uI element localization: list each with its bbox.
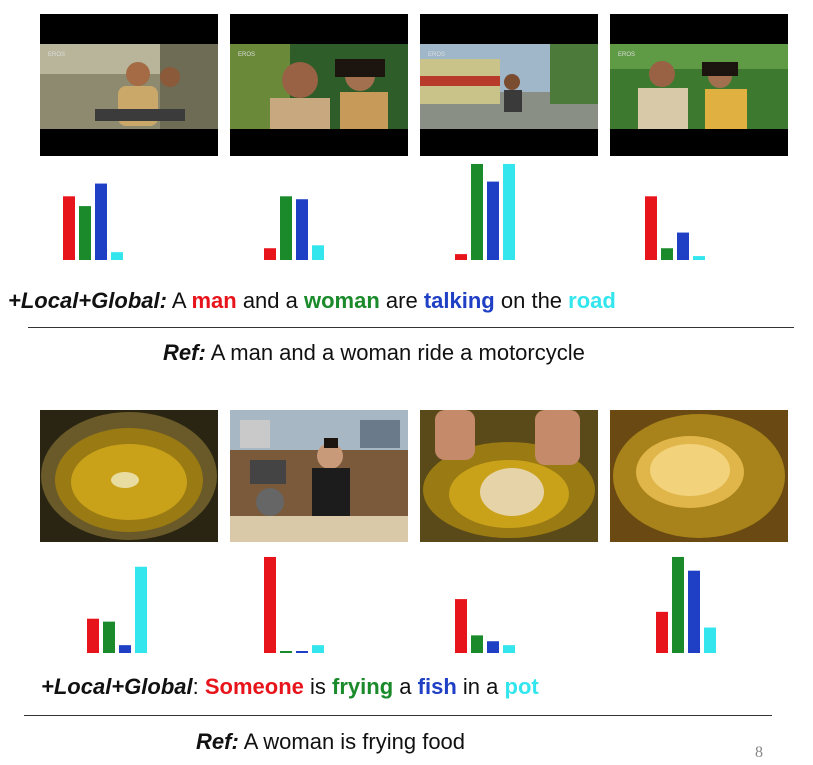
bar-chart-6 — [264, 556, 324, 653]
caption-word-highlight: fish — [417, 674, 457, 699]
ref-label: Ref: — [196, 729, 239, 754]
bar-chart-1 — [63, 183, 123, 260]
motorcycle-frame-1: EROS — [40, 14, 218, 156]
svg-text:EROS: EROS — [618, 52, 635, 58]
motorcycle-frame-4: EROS — [610, 14, 788, 156]
ref-text: A man and a woman ride a motorcycle — [210, 340, 585, 365]
page-number: 8 — [755, 744, 763, 761]
bar-4 — [312, 245, 324, 260]
bar-1 — [87, 618, 99, 653]
bar-2 — [661, 248, 673, 260]
bar-2 — [280, 651, 292, 653]
bar-1 — [63, 196, 75, 260]
reference-caption-2: Ref: A woman is frying food — [196, 729, 465, 755]
ref-label: Ref: — [163, 340, 206, 365]
bar-2 — [471, 635, 483, 653]
bar-3 — [487, 641, 499, 653]
svg-text:EROS: EROS — [238, 52, 255, 58]
svg-text:EROS: EROS — [428, 52, 445, 58]
bar-4 — [135, 566, 147, 653]
bar-chart-3 — [455, 163, 515, 260]
bar-chart-2 — [264, 196, 324, 260]
motorcycle-frame-3: EROS — [420, 14, 598, 156]
caption-word: on the — [500, 288, 563, 313]
bar-chart-4 — [645, 196, 705, 260]
caption-word-highlight: woman — [304, 288, 380, 313]
prediction-caption-2: +Local+Global: Someone is frying a fish … — [41, 674, 539, 700]
bar-2 — [103, 621, 115, 653]
bar-3 — [677, 232, 689, 260]
bar-1 — [264, 556, 276, 653]
motorcycle-frame-2: EROS — [230, 14, 408, 156]
caption-word-highlight: man — [191, 288, 237, 313]
caption-word-highlight: pot — [504, 674, 539, 699]
bar-1 — [645, 196, 657, 260]
method-label: +Local+Global: — [8, 288, 167, 313]
bar-1 — [656, 611, 668, 653]
caption-word: is — [310, 674, 326, 699]
reference-caption-1: Ref: A man and a woman ride a motorcycle — [163, 340, 585, 366]
caption-word-highlight: frying — [332, 674, 394, 699]
bar-1 — [455, 599, 467, 653]
bar-chart-5 — [87, 566, 147, 653]
bar-3 — [487, 181, 499, 260]
fried-food-frame — [610, 410, 788, 542]
bar-1 — [455, 254, 467, 260]
bar-4 — [693, 256, 705, 260]
divider — [28, 327, 794, 328]
caption-word: are — [385, 288, 418, 313]
caption-word-highlight: talking — [423, 288, 495, 313]
bar-2 — [672, 556, 684, 653]
woman-kitchen-frame — [230, 410, 408, 542]
method-colon: : — [192, 674, 199, 699]
bar-3 — [119, 645, 131, 653]
prediction-caption-1: +Local+Global: A man and a woman are tal… — [8, 288, 616, 314]
bar-4 — [704, 627, 716, 653]
bar-chart-8 — [656, 556, 716, 653]
caption-word-highlight: Someone — [204, 674, 304, 699]
frying-pot-frame — [40, 410, 218, 542]
divider — [24, 715, 772, 716]
method-label: +Local+Global — [41, 674, 193, 699]
caption-word: in a — [462, 674, 499, 699]
hands-frying-frame — [420, 410, 598, 542]
bar-4 — [111, 252, 123, 260]
bar-3 — [296, 651, 308, 653]
bar-3 — [95, 183, 107, 260]
bar-2 — [280, 196, 292, 260]
ref-text: A woman is frying food — [243, 729, 466, 754]
bar-4 — [312, 645, 324, 653]
caption-word: A — [171, 288, 186, 313]
caption-word: a — [399, 674, 412, 699]
svg-text:EROS: EROS — [48, 52, 65, 58]
bar-3 — [688, 570, 700, 653]
bar-1 — [264, 248, 276, 260]
bar-3 — [296, 199, 308, 260]
bar-chart-7 — [455, 599, 515, 653]
caption-word: and a — [242, 288, 298, 313]
bar-4 — [503, 645, 515, 653]
bar-2 — [79, 206, 91, 260]
bar-4 — [503, 163, 515, 260]
bar-2 — [471, 163, 483, 260]
caption-word-highlight: road — [568, 288, 616, 313]
